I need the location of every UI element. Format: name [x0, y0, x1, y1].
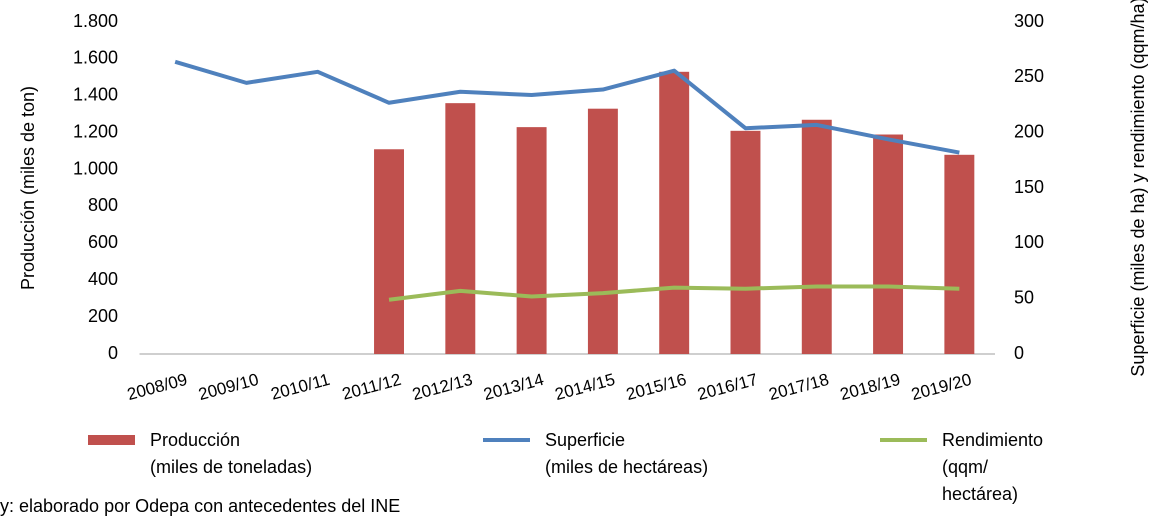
- x-tick-group: 2012/13: [410, 370, 474, 404]
- x-tick-label: 2016/17: [695, 370, 759, 404]
- y-tick-label: 1.000: [73, 158, 118, 178]
- x-tick-group: 2017/18: [767, 370, 831, 404]
- y-tick-label: 1.600: [73, 48, 118, 68]
- y2-axis-title: Superficie (miles de ha) y rendimiento (…: [1128, 0, 1148, 377]
- line: [174, 59, 960, 155]
- y-tick-label: 800: [88, 195, 118, 215]
- x-tick-group: 2018/19: [838, 370, 902, 404]
- x-tick-label: 2018/19: [838, 370, 902, 404]
- bar: [587, 108, 618, 354]
- y2-tick-label: 50: [1014, 287, 1034, 307]
- y-axis-title: Producción (miles de ton): [18, 85, 38, 291]
- x-tick-label: 2017/18: [767, 370, 831, 404]
- x-tick-label: 2013/14: [482, 370, 546, 404]
- x-tick-label: 2012/13: [410, 370, 474, 404]
- legend-label: Producción (miles de toneladas): [150, 430, 313, 477]
- bar: [445, 103, 476, 355]
- y2-tick-label: 250: [1014, 66, 1044, 86]
- bar: [374, 149, 404, 354]
- y-tick-label: 0: [108, 343, 118, 363]
- x-tick-label: 2008/09: [125, 370, 189, 404]
- y2-tick-label: 0: [1014, 343, 1024, 363]
- x-tick-label: 2015/16: [624, 370, 688, 404]
- x-tick-label: 2011/12: [340, 370, 403, 404]
- y2-tick-label: 100: [1014, 232, 1044, 252]
- x-tick-label: 2009/10: [196, 370, 260, 404]
- x-tick-label: 2014/15: [553, 370, 617, 404]
- bar: [801, 119, 832, 354]
- legend-swatch: [88, 435, 135, 445]
- line: [388, 284, 960, 302]
- x-tick-group: 2014/15: [553, 370, 617, 404]
- y-tick-label: 600: [88, 232, 118, 252]
- y2-tick-label: 200: [1014, 121, 1044, 141]
- x-tick-group: 2009/10: [196, 370, 260, 404]
- bar: [659, 71, 690, 355]
- x-tick-label: 2010/11: [269, 370, 332, 404]
- y-tick-label: 200: [88, 306, 118, 326]
- bar: [873, 134, 904, 354]
- legend-label: Rendimiento (qqm/ hectárea): [942, 430, 1044, 504]
- bar: [730, 130, 761, 354]
- bar: [516, 127, 547, 354]
- x-tick-group: 2019/20: [909, 370, 973, 404]
- x-tick-group: 2011/12: [340, 370, 403, 404]
- bar: [944, 154, 975, 354]
- y-tick-label: 1.800: [73, 11, 118, 31]
- y2-tick-label: 150: [1014, 177, 1044, 197]
- legend-label: Superficie (miles de hectáreas): [545, 430, 709, 477]
- y-tick-label: 1.400: [73, 85, 118, 105]
- x-tick-group: 2008/09: [125, 370, 189, 404]
- y-tick-label: 1.200: [73, 121, 118, 141]
- x-tick-group: 2010/11: [269, 370, 332, 404]
- y2-tick-label: 300: [1014, 11, 1044, 31]
- x-tick-label: 2019/20: [909, 370, 973, 404]
- x-tick-group: 2013/14: [482, 370, 546, 404]
- y-tick-label: 400: [88, 269, 118, 289]
- source-note: y: elaborado por Odepa con antecedentes …: [0, 496, 401, 516]
- x-tick-group: 2015/16: [624, 370, 688, 404]
- x-tick-group: 2016/17: [695, 370, 759, 404]
